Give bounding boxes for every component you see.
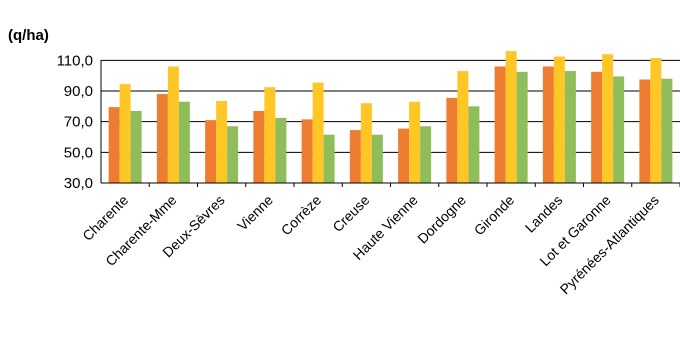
bar (591, 71, 603, 183)
bar (650, 58, 662, 183)
bar (398, 128, 410, 183)
bar (494, 66, 506, 183)
bar (312, 82, 324, 183)
bar (564, 71, 576, 183)
bar (301, 119, 313, 183)
x-tick-label: Dordogne (414, 192, 469, 247)
y-unit-label: (q/ha) (8, 27, 49, 44)
bar (661, 78, 673, 183)
x-tick-label: Landes (522, 192, 566, 236)
bar (167, 66, 179, 183)
x-tick-label: Pyrénées-Atlantiques (557, 192, 662, 297)
bar (457, 71, 469, 183)
bar (553, 56, 565, 183)
y-tick-label: 30,0 (64, 175, 93, 192)
bar (516, 71, 528, 183)
bar (613, 76, 625, 183)
y-tick-label: 70,0 (64, 114, 93, 131)
bar (216, 100, 228, 183)
bar (323, 134, 335, 183)
bar (505, 51, 517, 184)
bar (108, 107, 120, 183)
bar (253, 110, 265, 183)
bar (542, 66, 554, 183)
bar (275, 117, 287, 183)
bar (446, 97, 458, 183)
x-tick-label: Gironde (471, 192, 518, 239)
bar (205, 120, 217, 183)
bar (130, 110, 142, 183)
y-tick-label: 50,0 (64, 144, 93, 161)
bar (156, 94, 168, 183)
bar (468, 106, 480, 183)
bar (264, 87, 276, 183)
bar (178, 101, 190, 183)
y-tick-label: 110,0 (57, 52, 93, 69)
x-tick-label: Corrèze (278, 192, 325, 239)
bar (639, 79, 651, 183)
x-tick-label: Creuse (329, 192, 372, 235)
bar (349, 130, 361, 183)
bar (409, 101, 421, 183)
y-tick-label: 90,0 (64, 83, 93, 100)
bar (227, 126, 239, 183)
bar (371, 134, 383, 183)
bar (602, 54, 614, 184)
bar (420, 126, 432, 183)
axes (100, 60, 680, 187)
gridlines (101, 59, 680, 153)
x-tick-label: Vienne (234, 192, 276, 234)
bars (108, 51, 673, 184)
bar (119, 84, 131, 183)
bar (360, 103, 372, 183)
